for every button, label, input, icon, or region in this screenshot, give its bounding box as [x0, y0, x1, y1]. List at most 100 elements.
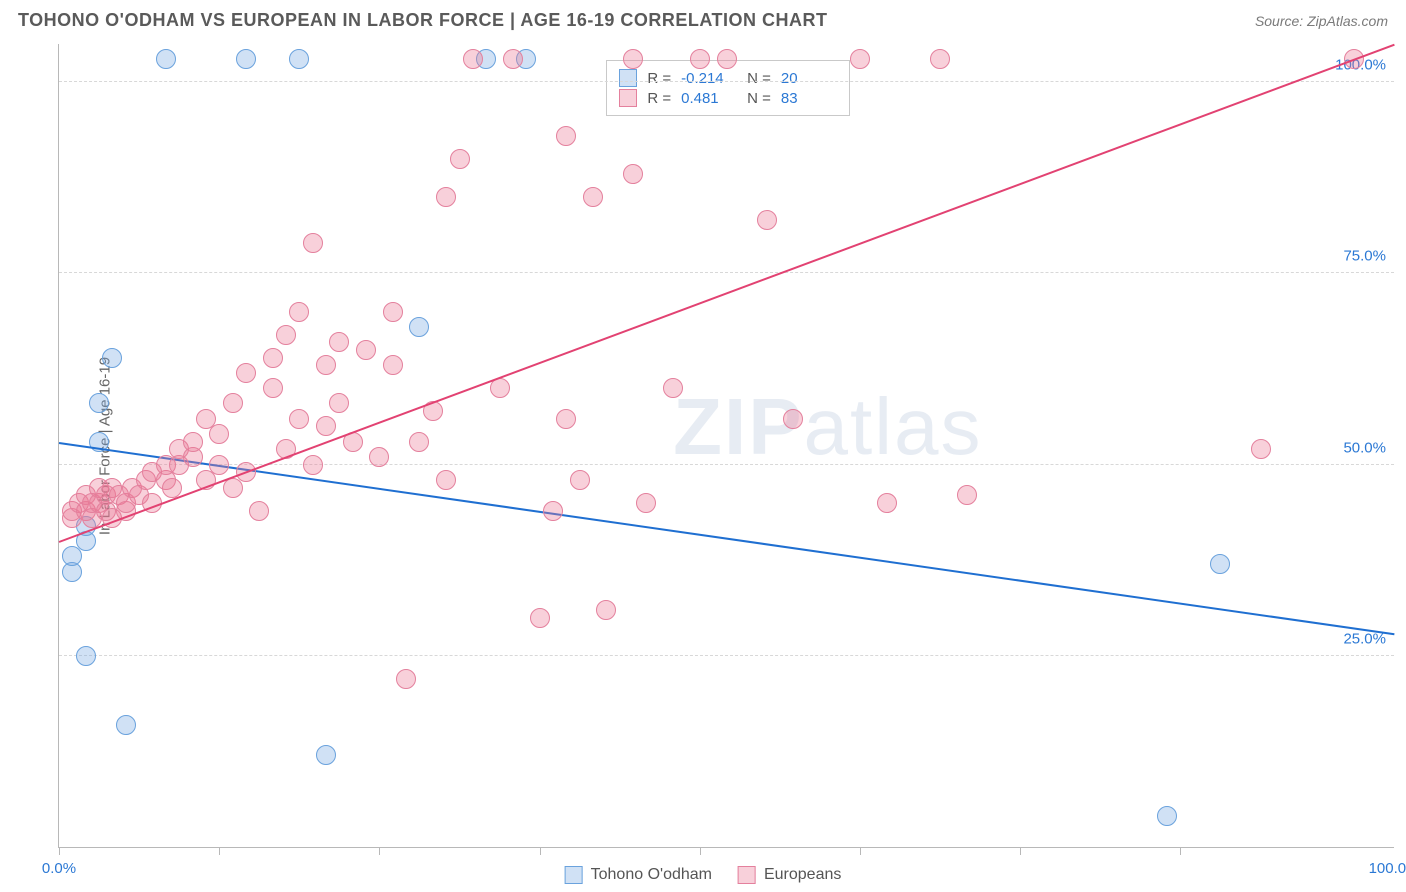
legend: Tohono O'odham Europeans	[565, 866, 842, 884]
data-point	[289, 409, 309, 429]
data-point	[757, 210, 777, 230]
gridline	[59, 272, 1394, 273]
legend-item: Tohono O'odham	[565, 866, 712, 884]
legend-label: Europeans	[764, 866, 841, 884]
stats-row: R = -0.214 N = 20	[619, 69, 837, 87]
data-point	[263, 348, 283, 368]
data-point	[209, 424, 229, 444]
data-point	[289, 49, 309, 69]
legend-swatch	[565, 866, 583, 884]
series-swatch	[619, 89, 637, 107]
data-point	[356, 340, 376, 360]
x-tick	[860, 847, 861, 855]
data-point	[276, 325, 296, 345]
data-point	[156, 49, 176, 69]
data-point	[623, 164, 643, 184]
x-tick	[1020, 847, 1021, 855]
data-point	[369, 447, 389, 467]
data-point	[183, 432, 203, 452]
watermark: ZIPatlas	[673, 381, 982, 473]
data-point	[717, 49, 737, 69]
source-label: Source: ZipAtlas.com	[1255, 13, 1388, 29]
data-point	[450, 149, 470, 169]
data-point	[690, 49, 710, 69]
data-point	[316, 416, 336, 436]
data-point	[116, 715, 136, 735]
stat-r-value: 0.481	[681, 90, 737, 107]
legend-label: Tohono O'odham	[591, 866, 712, 884]
data-point	[236, 49, 256, 69]
legend-swatch	[738, 866, 756, 884]
legend-item: Europeans	[738, 866, 841, 884]
data-point	[436, 187, 456, 207]
data-point	[530, 608, 550, 628]
stat-n-value: 83	[781, 90, 837, 107]
data-point	[570, 470, 590, 490]
data-point	[303, 233, 323, 253]
gridline	[59, 81, 1394, 82]
data-point	[102, 348, 122, 368]
data-point	[316, 355, 336, 375]
data-point	[316, 745, 336, 765]
data-point	[236, 363, 256, 383]
data-point	[303, 455, 323, 475]
data-point	[396, 669, 416, 689]
trend-line	[59, 44, 1395, 543]
data-point	[383, 355, 403, 375]
x-tick	[219, 847, 220, 855]
x-tick	[59, 847, 60, 855]
data-point	[436, 470, 456, 490]
chart-area: In Labor Force | Age 16-19 ZIPatlas R =-…	[22, 44, 1394, 848]
gridline	[59, 655, 1394, 656]
data-point	[596, 600, 616, 620]
data-point	[1210, 554, 1230, 574]
stat-r-label: R =	[647, 70, 671, 87]
x-tick	[379, 847, 380, 855]
y-tick-label: 50.0%	[1343, 439, 1386, 456]
data-point	[249, 501, 269, 521]
data-point	[409, 432, 429, 452]
trend-line	[59, 442, 1394, 635]
stat-n-label: N =	[747, 90, 771, 107]
data-point	[543, 501, 563, 521]
data-point	[556, 126, 576, 146]
data-point	[957, 485, 977, 505]
y-tick-label: 75.0%	[1343, 248, 1386, 265]
stats-row: R = 0.481 N = 83	[619, 89, 837, 107]
x-tick-label: 0.0%	[42, 860, 76, 877]
gridline	[59, 464, 1394, 465]
data-point	[877, 493, 897, 513]
data-point	[623, 49, 643, 69]
data-point	[383, 302, 403, 322]
x-tick	[540, 847, 541, 855]
data-point	[1251, 439, 1271, 459]
data-point	[850, 49, 870, 69]
data-point	[930, 49, 950, 69]
data-point	[329, 393, 349, 413]
stat-n-value: 20	[781, 70, 837, 87]
x-tick	[1180, 847, 1181, 855]
data-point	[263, 378, 283, 398]
x-tick-label: 100.0%	[1369, 860, 1406, 877]
stat-r-label: R =	[647, 90, 671, 107]
data-point	[329, 332, 349, 352]
data-point	[556, 409, 576, 429]
data-point	[583, 187, 603, 207]
data-point	[209, 455, 229, 475]
data-point	[162, 478, 182, 498]
stat-r-value: -0.214	[681, 70, 737, 87]
chart-title: TOHONO O'ODHAM VS EUROPEAN IN LABOR FORC…	[18, 10, 828, 31]
plot-region: ZIPatlas R =-0.214N =20R =0.481N =83 25.…	[58, 44, 1394, 848]
data-point	[783, 409, 803, 429]
series-swatch	[619, 69, 637, 87]
data-point	[89, 393, 109, 413]
data-point	[289, 302, 309, 322]
data-point	[463, 49, 483, 69]
data-point	[1157, 806, 1177, 826]
x-tick	[700, 847, 701, 855]
data-point	[503, 49, 523, 69]
data-point	[663, 378, 683, 398]
data-point	[636, 493, 656, 513]
data-point	[409, 317, 429, 337]
stat-n-label: N =	[747, 70, 771, 87]
